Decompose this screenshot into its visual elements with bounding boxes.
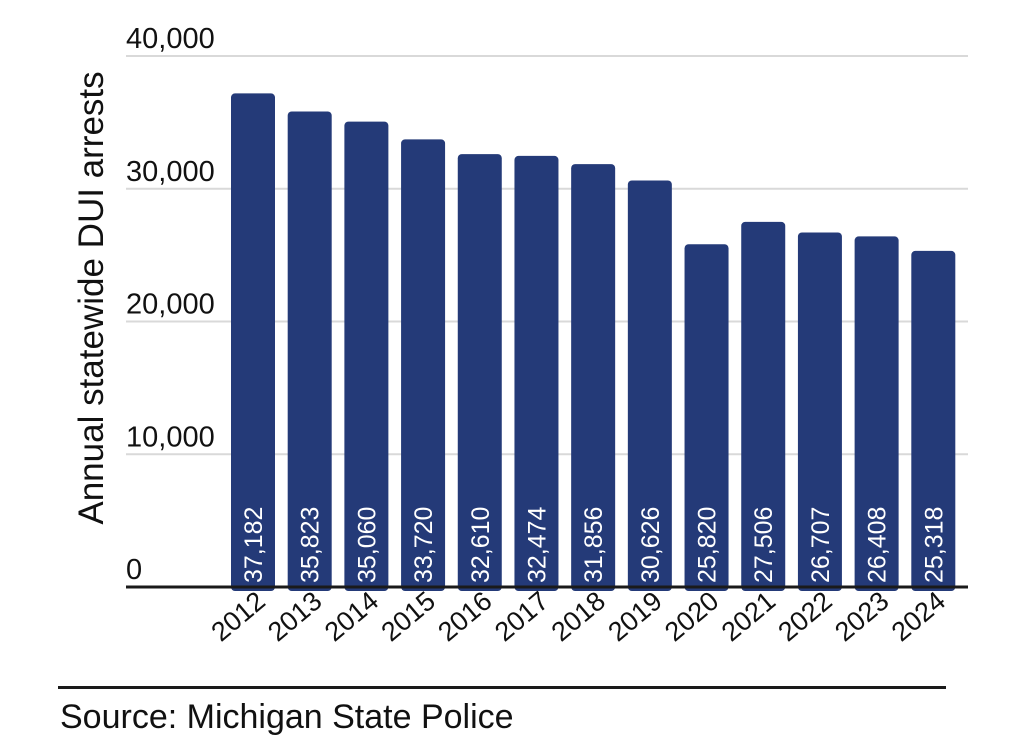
bar-value-label: 25,820 [694, 507, 722, 583]
bar-2019 [627, 180, 672, 591]
x-tick-label: 2013 [262, 586, 327, 648]
x-tick-label: 2018 [546, 586, 611, 648]
bar-value-label: 37,182 [240, 507, 268, 583]
bar-value-label: 35,823 [297, 507, 325, 583]
bar-value-label: 33,720 [410, 507, 438, 583]
x-tick-label: 2012 [206, 586, 271, 648]
bar-2013 [287, 111, 332, 591]
bar-value-label: 32,610 [467, 507, 495, 583]
x-tick-label: 2022 [772, 586, 837, 648]
bar-value-label: 26,408 [864, 507, 892, 583]
y-tick-label: 20,000 [126, 289, 215, 321]
bar-value-label: 27,506 [750, 507, 778, 583]
x-tick-label: 2014 [319, 586, 384, 648]
bar-value-label: 35,060 [353, 507, 381, 583]
bar-2014 [344, 121, 389, 592]
x-tick-label: 2017 [489, 586, 554, 648]
bar-value-label: 25,318 [920, 507, 948, 583]
bar-2015 [401, 139, 446, 591]
bar-value-label: 26,707 [807, 507, 835, 583]
bar-2018 [571, 164, 616, 591]
dui-arrests-bar-chart: 0 10,000 20,000 30,000 40,000 37,182 35,823 35… [72, 23, 968, 648]
bar-2022 [797, 232, 842, 591]
bar-2012 [231, 93, 275, 592]
x-tick-label: 2015 [376, 586, 441, 648]
bar-2016 [457, 154, 502, 592]
y-tick-label: 10,000 [126, 421, 215, 453]
x-axis-tick-labels: 2012201320142015201620172018201920202021… [206, 586, 952, 648]
x-tick-label: 2023 [829, 586, 894, 648]
bar-2017 [514, 155, 559, 591]
y-tick-label: 40,000 [126, 23, 215, 55]
bar-value-label: 31,856 [580, 507, 608, 583]
bar-2020 [684, 244, 729, 591]
y-tick-label: 0 [126, 554, 142, 586]
x-tick-label: 2024 [886, 586, 951, 648]
bar-2023 [854, 236, 899, 591]
x-tick-label: 2019 [602, 586, 667, 648]
bar-2024 [911, 250, 956, 591]
source-note: Source: Michigan State Police [60, 698, 514, 736]
y-tick-label: 30,000 [126, 156, 215, 188]
x-tick-label: 2020 [659, 586, 724, 648]
x-tick-label: 2021 [716, 586, 781, 648]
y-axis-label: Annual statewide DUI arrests [72, 71, 111, 524]
y-axis-tick-labels: 0 10,000 20,000 30,000 40,000 [126, 23, 215, 586]
bar-2021 [741, 221, 786, 591]
bar-value-label: 32,474 [523, 506, 551, 583]
source-divider [58, 686, 946, 689]
bar-value-label: 30,626 [637, 507, 665, 583]
x-tick-label: 2016 [432, 586, 497, 648]
bars: 37,182 35,823 35,060 33,720 32,610 32,474 31,8… [231, 93, 956, 592]
